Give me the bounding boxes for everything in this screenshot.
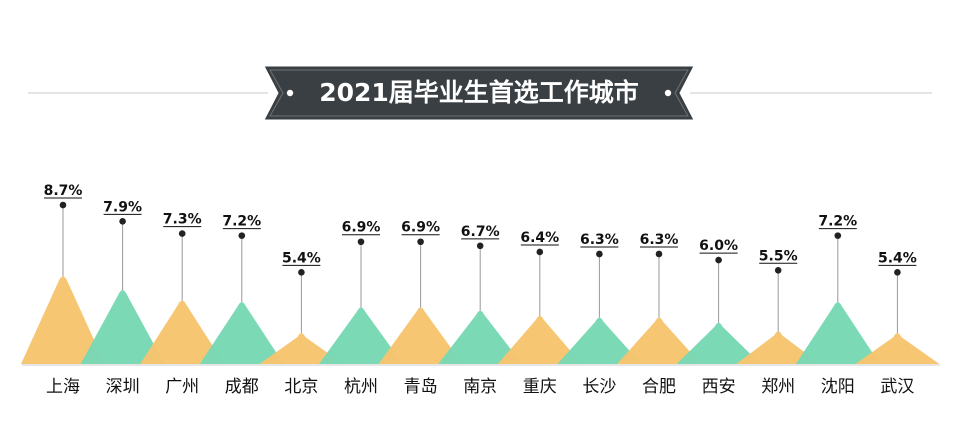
bar-mountain	[319, 307, 403, 364]
bar-mountain	[140, 300, 225, 364]
data-label: 8.7%	[44, 183, 83, 199]
data-label: 6.0%	[699, 238, 738, 254]
chart-marks: 8.7% 上海 7.9% 深圳 7.3% 广州 7.2% 成都 5.4% 北京 6.9% 杭州 6.9%…	[21, 183, 940, 397]
bar-mountain	[378, 307, 463, 364]
bar-mountain	[736, 331, 821, 364]
bar-mountain	[617, 317, 701, 364]
bar-mountain	[676, 322, 761, 364]
category-label: 武汉	[880, 377, 914, 397]
category-label: 重庆	[523, 377, 557, 397]
title-banner-shape	[263, 65, 695, 121]
data-label: 6.3%	[640, 232, 679, 248]
category-label: 北京	[284, 377, 318, 397]
pin-dot	[596, 250, 603, 258]
bar-mountain	[80, 290, 165, 364]
category-label: 郑州	[761, 377, 795, 397]
category-label: 沈阳	[821, 377, 855, 397]
chart-title: 2021届毕业生首选工作城市	[319, 78, 639, 107]
data-label: 6.3%	[580, 232, 619, 248]
data-label: 5.5%	[759, 248, 798, 264]
category-label: 深圳	[106, 377, 140, 397]
bar-mountain	[21, 276, 105, 364]
title-dot-right	[664, 89, 672, 97]
category-label: 南京	[463, 377, 497, 397]
pin-dot	[238, 232, 246, 239]
pin-dot	[774, 267, 782, 274]
category-label: 西安	[702, 377, 736, 397]
bar-mountain	[497, 315, 582, 364]
title-banner-outline	[269, 69, 689, 117]
pin-dot	[417, 238, 424, 246]
category-label: 成都	[225, 377, 259, 397]
category-label: 青岛	[404, 377, 438, 397]
data-label: 6.7%	[461, 224, 500, 240]
category-label: 长沙	[582, 377, 616, 397]
data-label: 7.9%	[103, 199, 142, 215]
category-label: 杭州	[344, 377, 378, 397]
bar-mountain	[438, 310, 523, 364]
data-label: 5.4%	[282, 250, 321, 266]
bar-mountain	[259, 333, 344, 364]
data-label: 6.9%	[401, 220, 440, 236]
pin-dot	[298, 269, 305, 276]
category-label: 上海	[46, 377, 80, 397]
bar-mountain	[557, 317, 642, 364]
pin-dot	[894, 269, 901, 276]
data-label: 7.3%	[163, 212, 202, 228]
category-label: 广州	[165, 377, 199, 397]
category-label: 合肥	[642, 377, 676, 397]
title-banner: 2021届毕业生首选工作城市	[262, 64, 696, 122]
pin-dot	[476, 242, 484, 250]
data-label: 7.2%	[222, 214, 261, 230]
pin-dot	[715, 256, 722, 264]
data-label: 7.2%	[818, 214, 857, 230]
pin-dot	[536, 248, 544, 256]
title-dot-left	[286, 89, 294, 97]
data-label: 6.4%	[520, 230, 559, 246]
pin-dot	[655, 250, 663, 258]
pin-dot	[119, 218, 126, 225]
data-label: 6.9%	[342, 220, 381, 236]
pin-dot	[59, 201, 67, 209]
bar-mountain	[795, 302, 880, 364]
bar-mountain	[199, 302, 284, 364]
data-label: 5.4%	[878, 250, 917, 266]
pin-dot	[178, 230, 186, 237]
bar-mountain	[855, 333, 940, 364]
pin-dot	[357, 238, 365, 246]
pin-dot	[834, 232, 842, 239]
